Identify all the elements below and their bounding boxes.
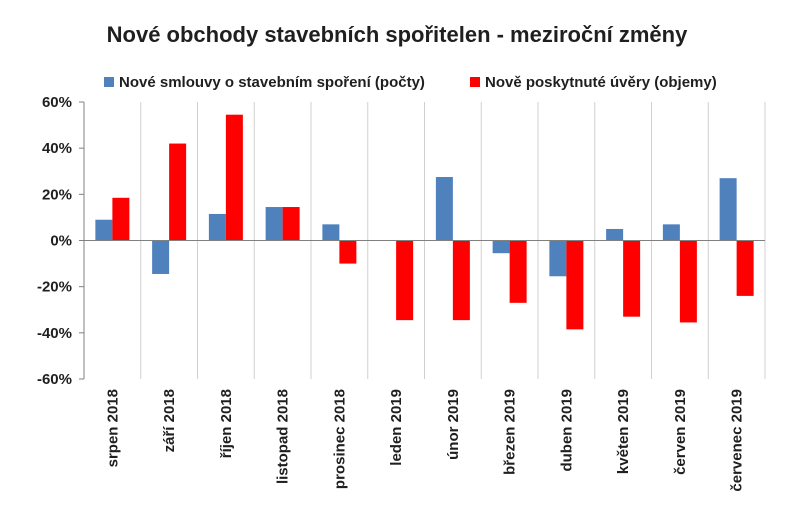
x-tick-label: červen 2019 (672, 389, 689, 475)
bar-series1-1 (95, 219, 113, 241)
bar-series1-9 (549, 240, 567, 277)
y-tick-label: 40% (42, 140, 72, 157)
x-tick-label: říjen 2018 (218, 389, 235, 458)
bar-series1-5 (322, 224, 340, 241)
x-tick-label: srpen 2018 (104, 389, 121, 467)
x-tick-label: leden 2019 (388, 389, 405, 466)
bar-series2-5 (339, 240, 357, 264)
legend-swatch-1 (104, 77, 114, 87)
bar-series2-7 (452, 240, 470, 321)
x-tick-label: květen 2019 (615, 389, 632, 474)
x-tick-label: prosinec 2018 (331, 389, 348, 489)
bar-series2-2 (169, 143, 187, 241)
legend: Nové smlouvy o stavebním spoření (počty)… (104, 74, 717, 91)
bar-series2-10 (623, 240, 641, 317)
legend-label-1: Nové smlouvy o stavebním spoření (počty) (119, 74, 425, 91)
bar-series1-3 (208, 213, 226, 241)
bar-series1-11 (662, 224, 680, 241)
bar-series2-12 (736, 240, 754, 296)
bar-series2-8 (509, 240, 527, 303)
bars (95, 114, 754, 330)
y-tick-label: 60% (42, 94, 72, 111)
bar-series2-9 (566, 240, 584, 330)
axes (83, 102, 765, 379)
legend-swatch-2 (470, 77, 480, 87)
bar-series1-7 (435, 177, 453, 241)
bar-series1-12 (719, 178, 737, 241)
bar-series1-2 (152, 240, 170, 274)
y-tick-label: 0% (50, 233, 72, 250)
bar-series2-6 (396, 240, 414, 321)
bar-series1-10 (606, 228, 624, 241)
y-tick-label: 20% (42, 186, 72, 203)
x-tick-label: červenec 2019 (729, 389, 746, 492)
bar-series1-4 (265, 207, 283, 241)
x-tick-label: únor 2019 (445, 389, 462, 460)
bar-series2-1 (112, 197, 130, 241)
y-axis-ticks: -60% -40% -20% 0% 20% 40% 60% (37, 94, 84, 388)
bar-series2-3 (225, 114, 243, 241)
y-tick-label: -40% (37, 325, 72, 342)
x-tick-label: září 2018 (161, 389, 178, 452)
x-axis-ticks: srpen 2018 září 2018 říjen 2018 listopad 20… (104, 389, 745, 492)
x-tick-label: duben 2019 (558, 389, 575, 472)
bar-series2-11 (679, 240, 697, 323)
y-tick-label: -60% (37, 371, 72, 388)
x-tick-label: březen 2019 (502, 389, 519, 475)
chart-title: Nové obchody stavebních spořitelen - mez… (106, 22, 688, 47)
bar-series2-4 (282, 207, 300, 241)
x-tick-label: listopad 2018 (275, 389, 292, 484)
legend-label-2: Nově poskytnuté úvěry (objemy) (485, 74, 717, 91)
y-tick-label: -20% (37, 279, 72, 296)
bar-series1-8 (492, 240, 510, 254)
